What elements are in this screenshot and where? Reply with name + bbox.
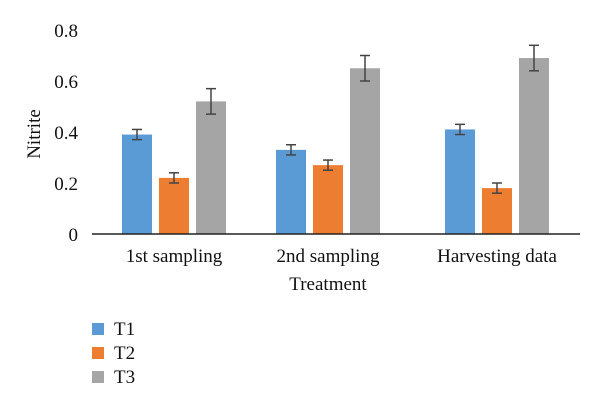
x-tick-label: 1st sampling [126,246,223,267]
y-tick-label: 0 [69,225,79,246]
y-tick-label: 0.2 [54,174,78,195]
bar-t2-3 [482,188,512,234]
y-tick-label: 0.8 [54,21,78,42]
legend-swatch-t3 [92,371,104,383]
bar-t1-1 [122,134,152,234]
x-axis-label: Treatment [289,274,367,295]
y-axis-label: Nitrite [24,109,45,159]
x-tick-label: Harvesting data [437,246,557,267]
bar-t3-2 [350,68,380,234]
y-tick-label: 0.6 [54,72,78,93]
bar-t2-1 [159,177,189,234]
bar-t3-3 [519,58,549,234]
legend-label-t1: T1 [114,319,135,340]
legend-label-t3: T3 [114,367,135,388]
bar-t1-2 [276,149,306,234]
legend-swatch-t1 [92,323,104,335]
x-tick-label: 2nd sampling [277,246,380,267]
legend-label-t2: T2 [114,343,135,364]
bar-t2-2 [313,165,343,234]
bar-t1-3 [445,129,475,234]
bar-t3-1 [196,101,226,235]
legend-swatch-t2 [92,347,104,359]
y-tick-label: 0.4 [54,123,78,144]
